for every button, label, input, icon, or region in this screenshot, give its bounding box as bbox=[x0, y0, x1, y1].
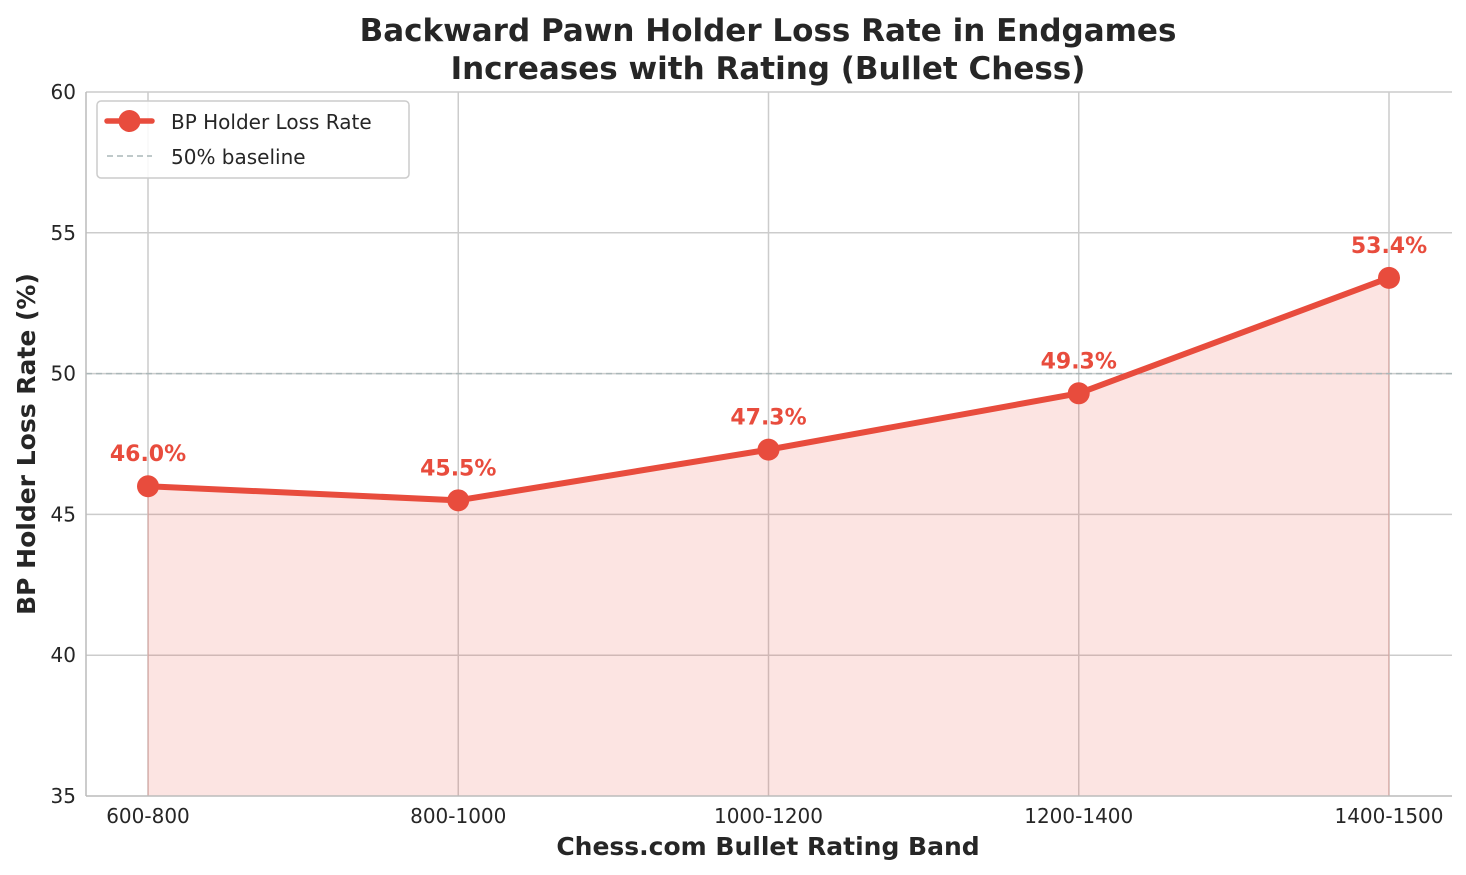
data-point bbox=[137, 475, 159, 498]
legend: BP Holder Loss Rate 50% baseline bbox=[96, 100, 410, 179]
x-tick-label: 1000-1200 bbox=[714, 804, 823, 828]
data-labels: 46.0% 45.5% 47.3% 49.3% 53.4% bbox=[110, 234, 1427, 481]
legend-series-label: BP Holder Loss Rate bbox=[171, 110, 372, 134]
legend-baseline-label: 50% baseline bbox=[171, 145, 306, 169]
data-point bbox=[1378, 266, 1400, 289]
data-point bbox=[447, 489, 470, 512]
y-tick-label: 45 bbox=[51, 502, 76, 526]
data-point bbox=[757, 438, 780, 461]
data-label: 47.3% bbox=[730, 406, 806, 431]
legend-marker-swatch bbox=[118, 110, 141, 132]
y-tick-label: 60 bbox=[51, 80, 76, 104]
y-tick-label: 55 bbox=[51, 221, 76, 245]
tick-labels: 35 40 45 50 55 60 600-800 800-1000 1000-1200 1200… bbox=[51, 80, 1444, 828]
legend-box bbox=[96, 100, 410, 179]
data-label: 45.5% bbox=[420, 456, 496, 481]
data-point bbox=[1067, 382, 1090, 405]
y-tick-label: 35 bbox=[51, 784, 76, 808]
y-tick-label: 40 bbox=[51, 643, 76, 667]
x-tick-label: 600-800 bbox=[106, 804, 190, 828]
x-tick-label: 800-1000 bbox=[410, 804, 506, 828]
data-label: 53.4% bbox=[1351, 234, 1427, 259]
y-axis-label: BP Holder Loss Rate (%) bbox=[12, 273, 41, 615]
x-axis-label: Chess.com Bullet Rating Band bbox=[556, 832, 979, 861]
chart-title-line2: Increases with Rating (Bullet Chess) bbox=[451, 51, 1086, 87]
data-label: 49.3% bbox=[1041, 349, 1117, 374]
y-tick-label: 50 bbox=[51, 362, 76, 386]
data-label: 46.0% bbox=[110, 442, 186, 467]
chart-title-line1: Backward Pawn Holder Loss Rate in Endgam… bbox=[360, 13, 1177, 49]
x-tick-label: 1200-1400 bbox=[1024, 804, 1133, 828]
x-tick-label: 1400-1500 bbox=[1334, 804, 1443, 828]
series-points bbox=[137, 266, 1400, 512]
